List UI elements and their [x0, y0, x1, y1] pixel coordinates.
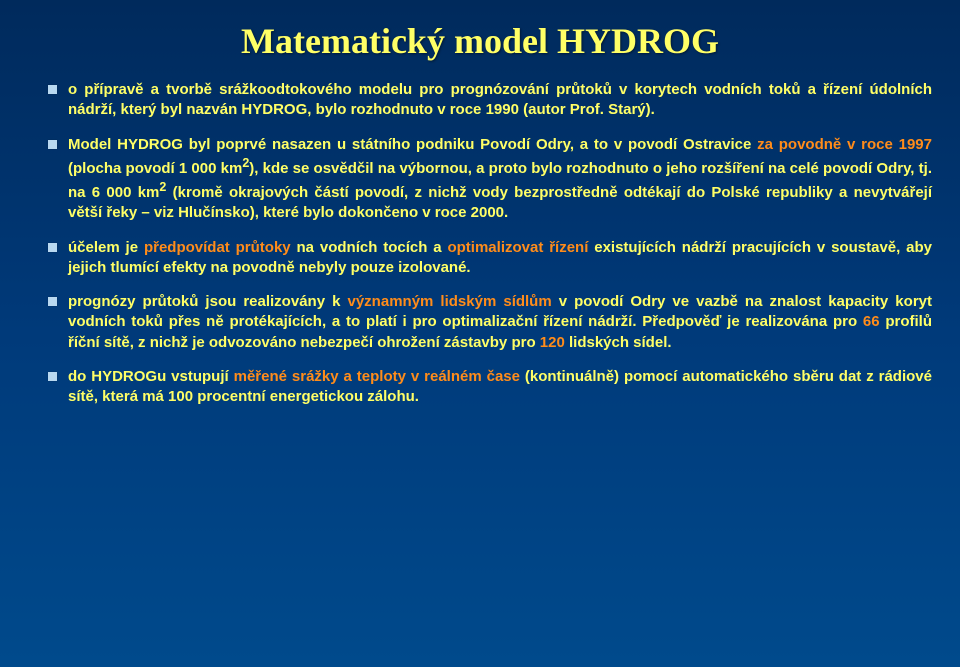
bullet-item: Model HYDROG byl poprvé nasazen u státní… — [28, 135, 932, 224]
slide-title: Matematický model HYDROG — [28, 20, 932, 62]
bullet-item: účelem je předpovídat průtoky na vodních… — [28, 238, 932, 279]
bullet-list: o přípravě a tvorbě srážkoodtokového mod… — [28, 80, 932, 407]
highlight-text: 66 — [863, 313, 880, 330]
bullet-item: o přípravě a tvorbě srážkoodtokového mod… — [28, 80, 932, 121]
highlight-text: předpovídat průtoky — [144, 239, 291, 256]
highlight-text: 120 — [540, 334, 565, 351]
highlight-text: významným lidským sídlům — [348, 293, 552, 310]
bullet-item: prognózy průtoků jsou realizovány k význ… — [28, 292, 932, 353]
highlight-text: za povodně v roce 1997 — [757, 136, 932, 153]
bullet-item: do HYDROGu vstupují měřené srážky a tepl… — [28, 367, 932, 408]
highlight-text: optimalizovat řízení — [447, 239, 588, 256]
highlight-text: měřené srážky a teploty v reálném čase — [234, 368, 520, 385]
